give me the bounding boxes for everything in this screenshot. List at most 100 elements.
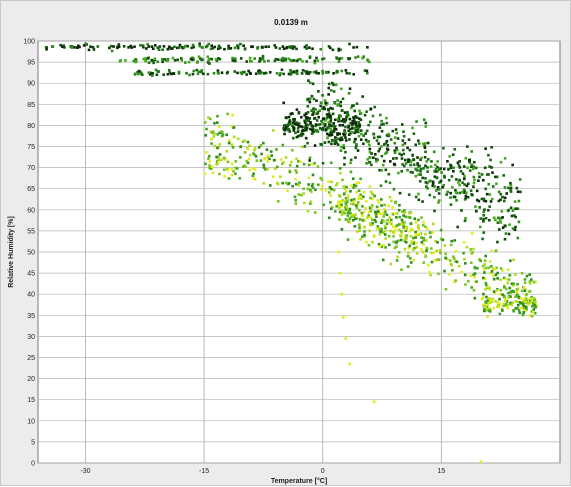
scatter-point	[484, 187, 487, 191]
scatter-point	[516, 307, 519, 310]
scatter-point	[528, 301, 532, 305]
scatter-point	[341, 198, 344, 202]
scatter-point	[486, 285, 490, 289]
scatter-point	[337, 203, 340, 207]
scatter-point	[329, 119, 332, 123]
scatter-point	[487, 297, 491, 300]
scatter-point	[150, 74, 154, 77]
scatter-point	[525, 308, 528, 311]
scatter-point	[84, 42, 87, 46]
scatter-point	[282, 161, 285, 164]
scatter-point	[312, 70, 316, 74]
scatter-point	[448, 259, 452, 262]
scatter-point	[376, 198, 380, 202]
scatter-point	[437, 192, 441, 195]
scatter-point	[453, 239, 456, 242]
scatter-point	[371, 192, 374, 196]
scatter-point	[332, 83, 335, 87]
scatter-point	[494, 273, 498, 277]
scatter-point	[362, 211, 366, 214]
scatter-point	[497, 216, 500, 220]
scatter-point	[489, 200, 493, 203]
scatter-point	[440, 171, 443, 174]
scatter-point	[408, 212, 412, 215]
scatter-point	[393, 163, 397, 167]
scatter-point	[501, 293, 504, 296]
scatter-point	[488, 165, 491, 168]
scatter-point	[406, 254, 410, 258]
scatter-point	[420, 216, 423, 219]
scatter-point	[372, 132, 375, 136]
scatter-point	[299, 115, 303, 119]
scatter-point	[395, 240, 399, 243]
scatter-point	[147, 61, 151, 64]
scatter-point	[259, 144, 263, 147]
scatter-point	[492, 290, 496, 293]
scatter-point	[156, 60, 160, 64]
scatter-point	[404, 227, 408, 231]
scatter-point	[343, 192, 346, 195]
scatter-point	[207, 154, 211, 158]
scatter-point	[303, 201, 306, 205]
scatter-point	[219, 46, 222, 50]
scatter-point	[344, 136, 347, 139]
scatter-point	[319, 176, 322, 180]
scatter-point	[320, 178, 324, 181]
scatter-point	[357, 181, 361, 185]
scatter-point	[375, 205, 379, 209]
scatter-point	[320, 119, 323, 123]
scatter-point	[463, 257, 466, 261]
scatter-point	[227, 177, 231, 180]
scatter-point	[523, 297, 526, 301]
scatter-point	[344, 337, 347, 340]
scatter-point	[402, 209, 406, 212]
scatter-point	[284, 125, 288, 129]
scatter-point	[500, 307, 504, 310]
scatter-point	[428, 193, 432, 197]
scatter-point	[271, 129, 275, 132]
scatter-point	[306, 187, 310, 191]
scatter-point	[133, 72, 137, 76]
scatter-point	[449, 262, 453, 266]
scatter-point	[355, 206, 359, 209]
scatter-point	[489, 158, 492, 162]
scatter-point	[507, 294, 511, 298]
scatter-point	[468, 158, 471, 162]
scatter-point	[327, 216, 331, 220]
scatter-point	[326, 136, 329, 140]
scatter-point	[177, 70, 181, 74]
scatter-point	[522, 285, 526, 289]
scatter-point	[370, 205, 374, 209]
x-axis-title: Temperature [°C]	[271, 477, 327, 485]
scatter-point	[385, 116, 388, 120]
scatter-point	[511, 209, 515, 212]
scatter-point	[506, 281, 510, 285]
scatter-point	[338, 210, 342, 214]
scatter-point	[134, 60, 137, 64]
scatter-point	[156, 70, 160, 73]
scatter-point	[385, 121, 389, 125]
scatter-point	[516, 282, 519, 286]
scatter-point	[312, 111, 315, 114]
scatter-point	[330, 133, 334, 137]
scatter-point	[411, 154, 415, 157]
scatter-point	[346, 114, 350, 117]
scatter-point	[416, 225, 420, 228]
scatter-point	[255, 159, 259, 162]
scatter-point	[472, 167, 475, 171]
scatter-point	[227, 44, 230, 48]
scatter-point	[110, 49, 114, 53]
scatter-point	[483, 271, 486, 274]
scatter-point	[534, 305, 537, 309]
scatter-point	[391, 206, 394, 209]
scatter-point	[274, 57, 278, 61]
scatter-point	[383, 210, 387, 213]
scatter-point	[153, 57, 157, 61]
scatter-point	[372, 156, 375, 160]
scatter-point	[262, 72, 266, 75]
scatter-point	[294, 198, 297, 202]
scatter-point	[306, 104, 310, 108]
scatter-point	[399, 223, 402, 226]
scatter-point	[358, 226, 361, 230]
scatter-point	[356, 202, 360, 206]
